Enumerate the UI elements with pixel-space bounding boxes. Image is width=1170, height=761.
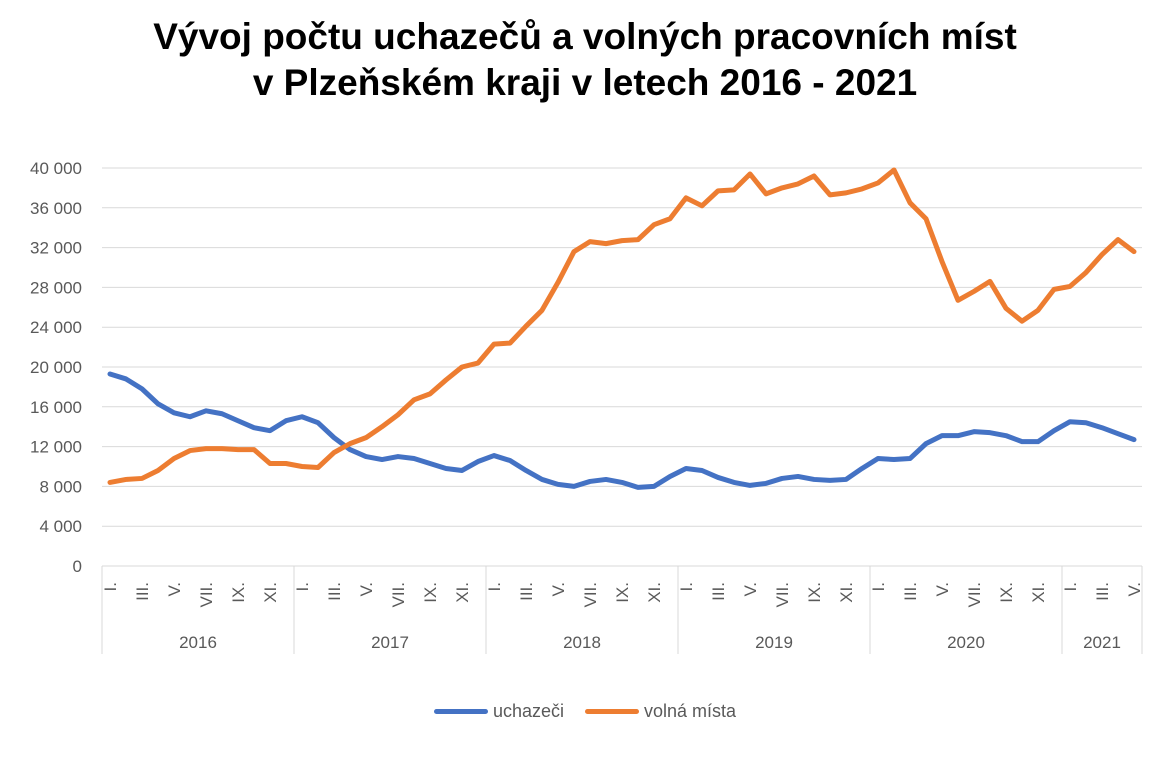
series-line-uchazeci (107, 371, 1137, 490)
x-tick-label: III. (709, 582, 728, 601)
chart-title-line-1: Vývoj počtu uchazečů a volných pracovníc… (153, 16, 1017, 57)
y-tick-label: 24 000 (30, 318, 82, 337)
y-tick-label: 4 000 (39, 517, 82, 536)
legend-swatch-uchazeci (433, 709, 488, 714)
x-tick-label: VII. (965, 582, 984, 608)
x-tick-label: I. (485, 582, 504, 591)
year-label: 2016 (179, 633, 217, 652)
x-tick-label: I. (293, 582, 312, 591)
x-tick-label: I. (1061, 582, 1080, 591)
y-tick-label: 20 000 (30, 358, 82, 377)
x-tick-label: III. (517, 582, 536, 601)
x-tick-label: III. (133, 582, 152, 601)
x-tick-label: IX. (229, 582, 248, 603)
y-tick-label: 36 000 (30, 199, 82, 218)
legend-item-uchazeci: uchazeči (433, 701, 564, 722)
x-tick-label: V. (357, 582, 376, 597)
x-tick-label: VII. (581, 582, 600, 608)
legend-label-uchazeci: uchazeči (492, 701, 564, 721)
y-tick-label: 12 000 (30, 438, 82, 457)
legend: uchazeči volná místa (0, 698, 1170, 722)
legend-item-volna-mista: volná místa (585, 701, 736, 722)
x-tick-label: I. (677, 582, 696, 591)
x-tick-label: IX. (805, 582, 824, 603)
x-tick-label: V. (741, 582, 760, 597)
chart-title: Vývoj počtu uchazečů a volných pracovníc… (0, 14, 1170, 106)
year-label: 2019 (755, 633, 793, 652)
x-tick-label: IX. (997, 582, 1016, 603)
y-tick-label: 8 000 (39, 477, 82, 496)
x-tick-label: V. (1125, 582, 1144, 597)
year-label: 2018 (563, 633, 601, 652)
x-tick-label: IX. (613, 582, 632, 603)
y-tick-label: 0 (73, 557, 82, 576)
x-axis: I. III. V. VII. IX. XI. 2016 I. III. V. VII. IX. XI.… (101, 565, 1144, 654)
x-tick-label: XI. (645, 582, 664, 603)
legend-swatch-volna-mista (585, 709, 639, 714)
x-tick-label: XI. (1029, 582, 1048, 603)
x-tick-label: I. (869, 582, 888, 591)
legend-label-volna-mista: volná místa (644, 701, 737, 721)
year-label: 2017 (371, 633, 409, 652)
x-tick-label: V. (165, 582, 184, 597)
series-line-volna-mista (107, 167, 1137, 485)
y-tick-label: 16 000 (30, 398, 82, 417)
x-tick-label: VII. (389, 582, 408, 608)
y-tick-label: 32 000 (30, 239, 82, 258)
x-tick-label: V. (933, 582, 952, 597)
chart-title-line-2: v Plzeňském kraji v letech 2016 - 2021 (252, 62, 918, 103)
x-tick-label: III. (325, 582, 344, 601)
x-tick-label: XI. (261, 582, 280, 603)
y-tick-label: 40 000 (30, 159, 82, 178)
x-tick-label: VII. (773, 582, 792, 608)
x-tick-label: I. (101, 582, 120, 591)
x-tick-label: IX. (421, 582, 440, 603)
year-label: 2020 (947, 633, 985, 652)
gridlines (102, 167, 1142, 527)
x-tick-label: III. (1093, 582, 1112, 601)
x-tick-label: III. (901, 582, 920, 601)
series-lines (107, 167, 1137, 490)
x-tick-label: XI. (453, 582, 472, 603)
year-label: 2021 (1083, 633, 1121, 652)
y-tick-label: 28 000 (30, 278, 82, 297)
y-axis-labels: 0 4 000 8 000 12 000 16 000 20 000 24 000 28 00… (30, 159, 82, 576)
x-tick-label: XI. (837, 582, 856, 603)
x-tick-label: VII. (197, 582, 216, 608)
x-tick-label: V. (549, 582, 568, 597)
